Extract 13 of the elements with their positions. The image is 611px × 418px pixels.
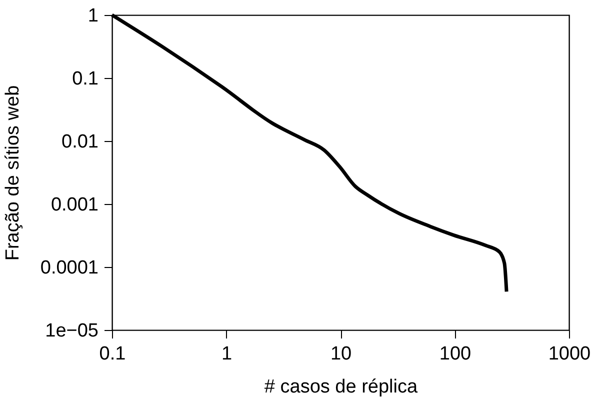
x-tick-label: 0.1: [99, 344, 126, 364]
y-axis-title: Fração de sítios web: [2, 85, 24, 261]
x-tick-label: 1: [221, 344, 232, 364]
y-tick-label: 0.001: [50, 194, 98, 216]
y-tick-label: 1: [88, 6, 98, 26]
y-tick-label: 0.01: [62, 132, 98, 152]
x-tick-label: 1000: [548, 344, 591, 364]
y-tick-label: 0.1: [72, 68, 98, 90]
x-tick-label: 100: [439, 344, 472, 364]
x-tick-label: 10: [330, 344, 352, 364]
y-tick-label: 0.0001: [40, 258, 98, 278]
x-axis-title: # casos de réplica: [264, 376, 418, 398]
y-tick-label: 1e−05: [45, 320, 98, 342]
